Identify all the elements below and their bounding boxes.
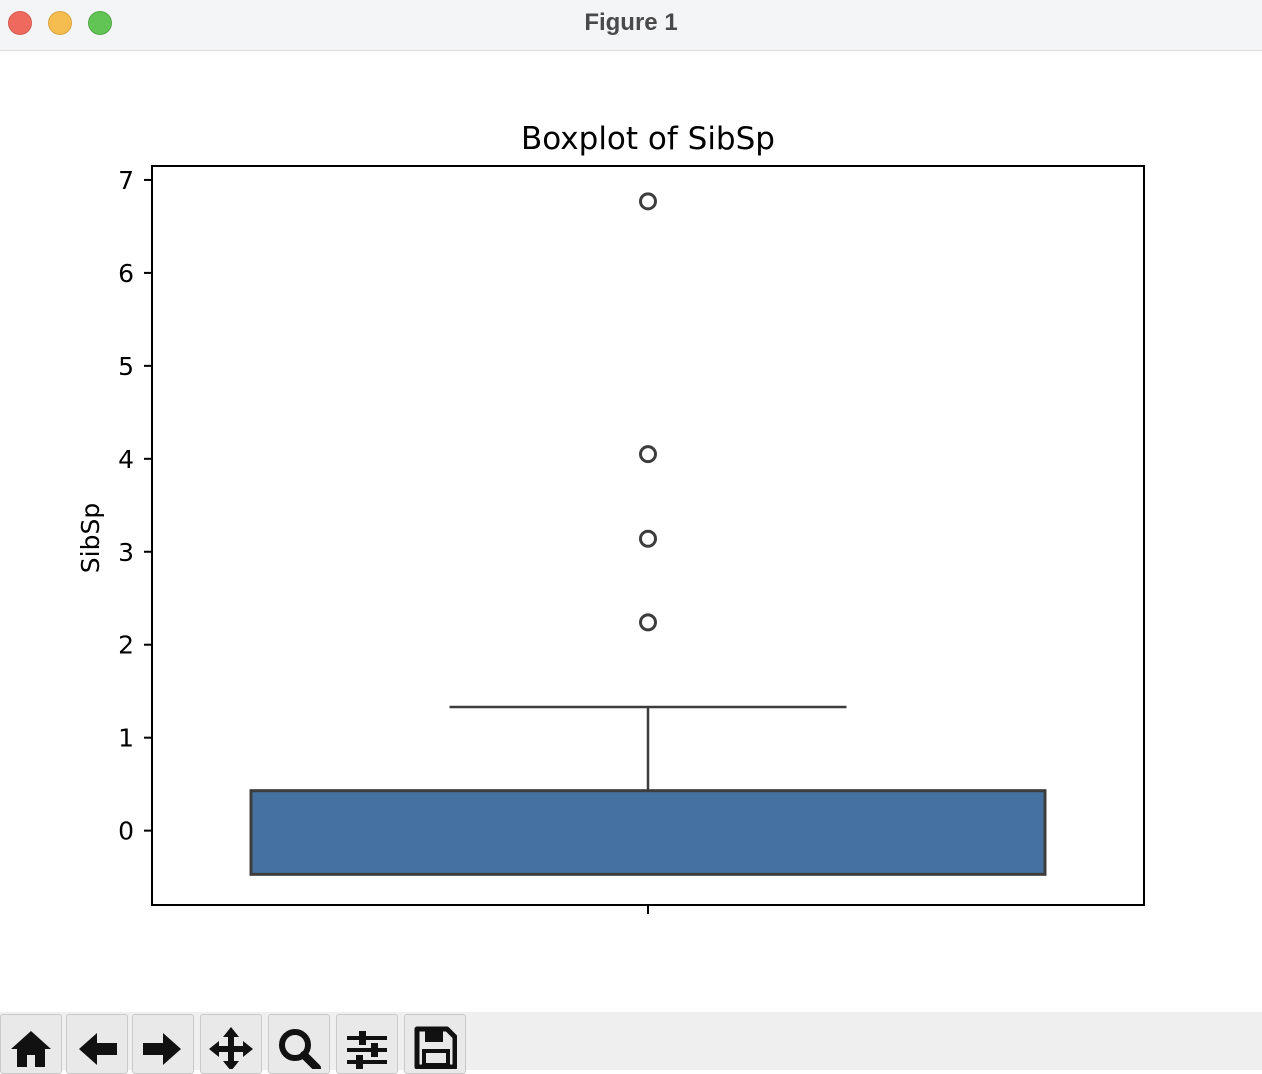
window-title: Figure 1	[584, 9, 678, 36]
save-button[interactable]	[404, 1014, 466, 1074]
pan-button[interactable]	[200, 1014, 262, 1074]
navigation-toolbar	[0, 1012, 1262, 1074]
outlier-point	[639, 445, 657, 464]
back-button[interactable]	[66, 1014, 128, 1074]
y-tick-label: 3	[118, 538, 134, 567]
maximize-window-button[interactable]	[88, 11, 112, 35]
forward-button[interactable]	[132, 1014, 194, 1074]
pan-icon	[209, 1027, 253, 1069]
y-axis-label: SibSp	[76, 503, 105, 573]
y-tick-label: 0	[118, 817, 134, 846]
zoom-button[interactable]	[268, 1014, 330, 1074]
close-window-button[interactable]	[8, 11, 32, 35]
y-tick-label: 6	[118, 259, 134, 288]
figure-canvas: Boxplot of SibSp SibSp 0 1 2 3 4 5 6 7	[0, 52, 1262, 1012]
y-tick-label: 4	[118, 445, 134, 474]
box-iqr	[249, 789, 1047, 876]
minimize-window-button[interactable]	[48, 11, 72, 35]
outlier-point	[639, 529, 657, 548]
chart-title: Boxplot of SibSp	[521, 121, 775, 157]
y-tick-label: 2	[118, 631, 134, 660]
configure-subplots-icon	[347, 1031, 387, 1069]
zoom-icon	[279, 1029, 321, 1069]
forward-arrow-icon	[143, 1033, 181, 1065]
boxplot-chart: Boxplot of SibSp SibSp 0 1 2 3 4 5 6 7	[76, 121, 1145, 914]
outlier-point	[639, 613, 657, 632]
y-tick-label: 1	[118, 724, 134, 753]
outlier-point	[639, 192, 657, 211]
y-tick-label: 5	[118, 352, 134, 381]
window-titlebar: Figure 1	[0, 0, 1262, 51]
configure-subplots-button[interactable]	[336, 1014, 398, 1074]
home-button[interactable]	[0, 1014, 62, 1074]
back-arrow-icon	[79, 1033, 117, 1065]
save-icon	[414, 1026, 457, 1069]
y-tick-label: 7	[118, 166, 134, 195]
home-icon	[11, 1031, 51, 1067]
